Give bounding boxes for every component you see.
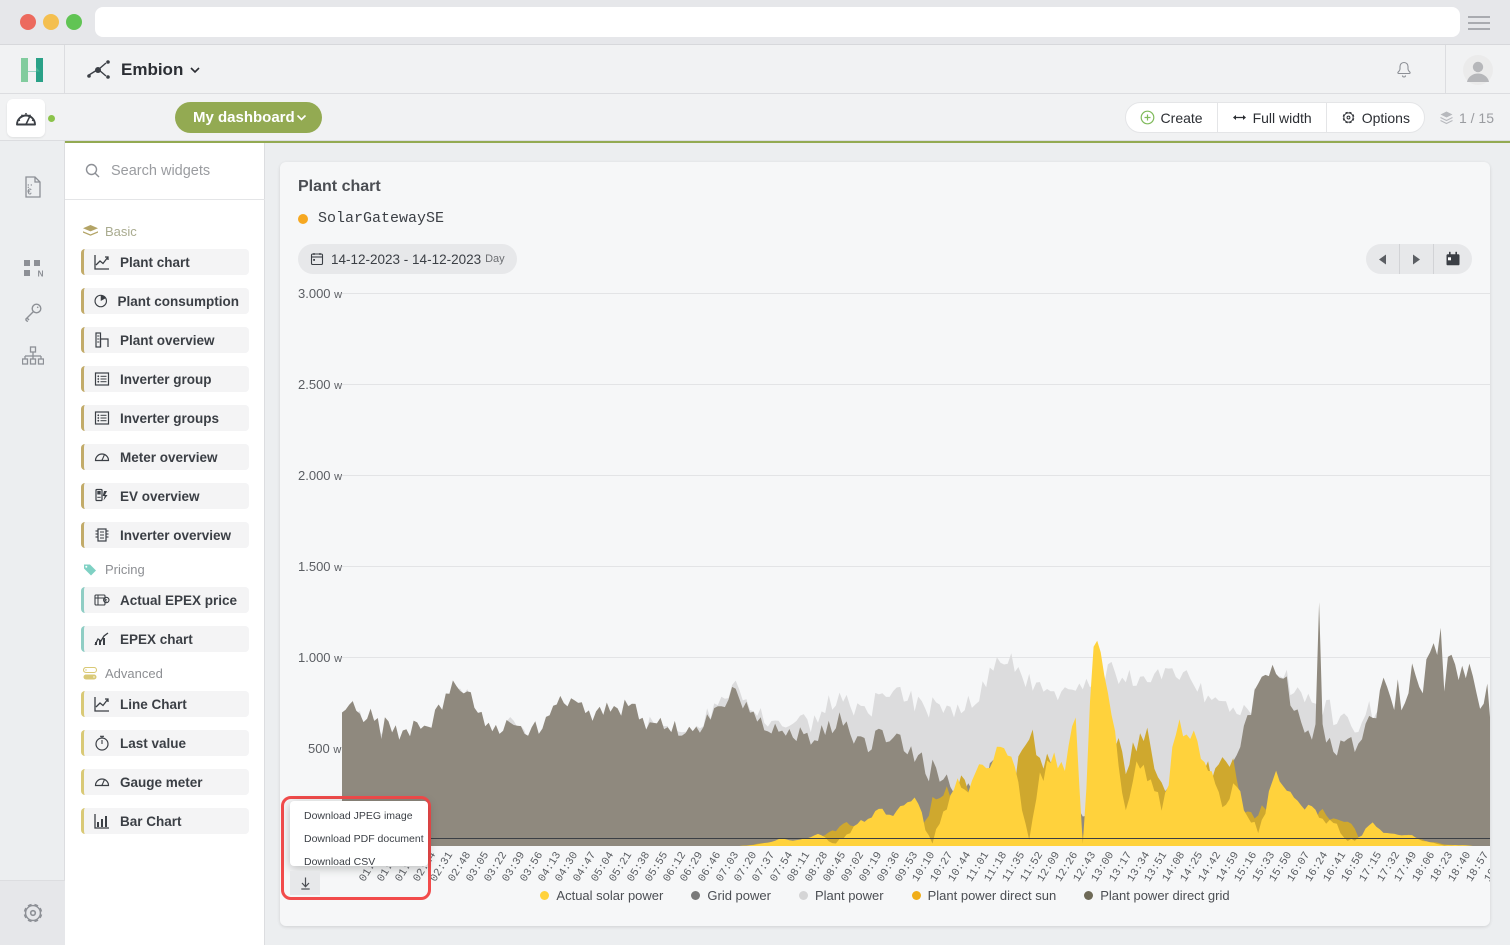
svg-text:N: N: [37, 269, 43, 278]
svg-text:€: €: [27, 187, 32, 196]
svg-text:€: €: [105, 598, 107, 602]
